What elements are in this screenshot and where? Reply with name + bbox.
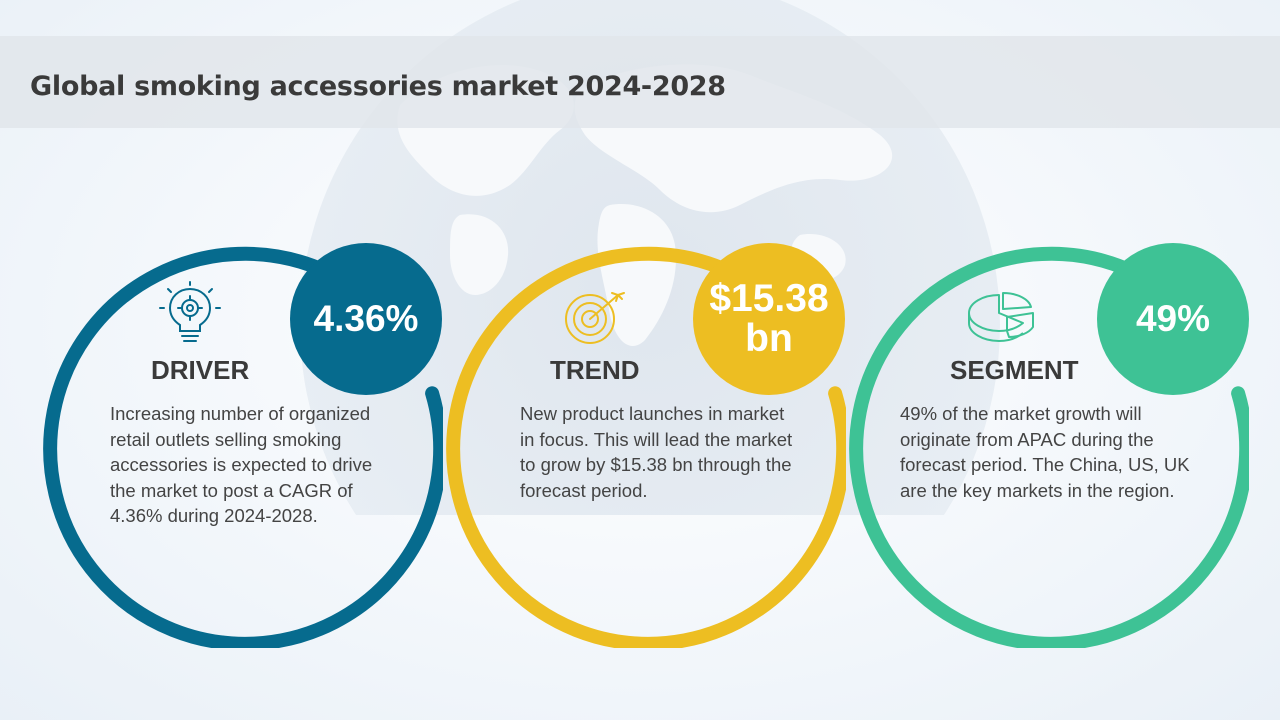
driver-description: Increasing number of organized retail ou… [110, 403, 373, 526]
driver-value: 4.36% [313, 298, 419, 339]
trend-description: New product launches in market in focus.… [520, 403, 793, 501]
target-arrow-icon [565, 292, 625, 344]
segment-heading: SEGMENT [950, 355, 1079, 385]
trend-ring [446, 246, 846, 648]
trend-value-badge: $15.38 bn [693, 243, 845, 395]
segment-ring [849, 246, 1249, 648]
pie-chart-icon [968, 292, 1034, 342]
segment-description: 49% of the market growth will originate … [900, 403, 1190, 501]
trend-heading: TREND [550, 355, 640, 385]
page-title: Global smoking accessories market 2024-2… [30, 71, 726, 102]
trend-value-line2: bn [745, 317, 793, 360]
driver-ring [43, 246, 443, 648]
segment-value: 49% [1135, 298, 1211, 339]
trend-value-line1: $15.38 [709, 277, 829, 320]
title-band [0, 36, 1280, 128]
driver-heading: DRIVER [151, 355, 250, 385]
driver-value-badge: 4.36% [290, 243, 442, 395]
lightbulb-gear-icon [159, 281, 221, 342]
segment-value-badge: 49% [1097, 243, 1249, 395]
